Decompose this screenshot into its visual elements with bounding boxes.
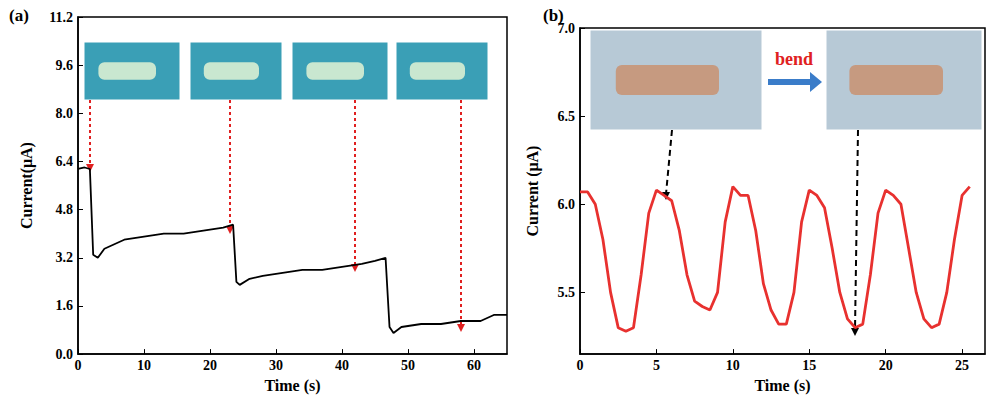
svg-text:9.6: 9.6 [56,58,74,73]
svg-text:3.2: 3.2 [56,250,74,265]
svg-text:Time (s): Time (s) [754,377,810,395]
svg-text:5.5: 5.5 [558,285,576,300]
svg-text:10: 10 [726,358,740,373]
svg-text:(a): (a) [9,6,29,25]
svg-text:20: 20 [203,358,217,373]
svg-text:5: 5 [653,358,660,373]
svg-text:60: 60 [467,358,481,373]
svg-text:20: 20 [879,358,893,373]
svg-text:10: 10 [137,358,151,373]
svg-text:8.0: 8.0 [56,106,74,121]
svg-text:0.0: 0.0 [56,347,74,362]
svg-text:Time (s): Time (s) [264,377,320,395]
svg-text:40: 40 [335,358,349,373]
svg-text:11.2: 11.2 [49,10,73,25]
svg-text:25: 25 [955,358,969,373]
svg-text:6.0: 6.0 [558,197,576,212]
svg-text:50: 50 [401,358,415,373]
svg-text:Current(μA): Current(μA) [18,142,36,229]
svg-text:Current (μA): Current (μA) [524,146,542,237]
svg-text:4.8: 4.8 [56,202,74,217]
svg-text:15: 15 [802,358,816,373]
svg-text:1.6: 1.6 [56,298,74,313]
svg-text:7.0: 7.0 [557,20,575,36]
svg-text:6.4: 6.4 [56,154,74,169]
svg-text:bend: bend [775,49,813,69]
svg-text:0: 0 [75,358,82,373]
svg-text:(b): (b) [543,6,564,25]
svg-text:6.5: 6.5 [558,109,576,124]
svg-text:0: 0 [577,358,584,373]
svg-text:30: 30 [269,358,283,373]
